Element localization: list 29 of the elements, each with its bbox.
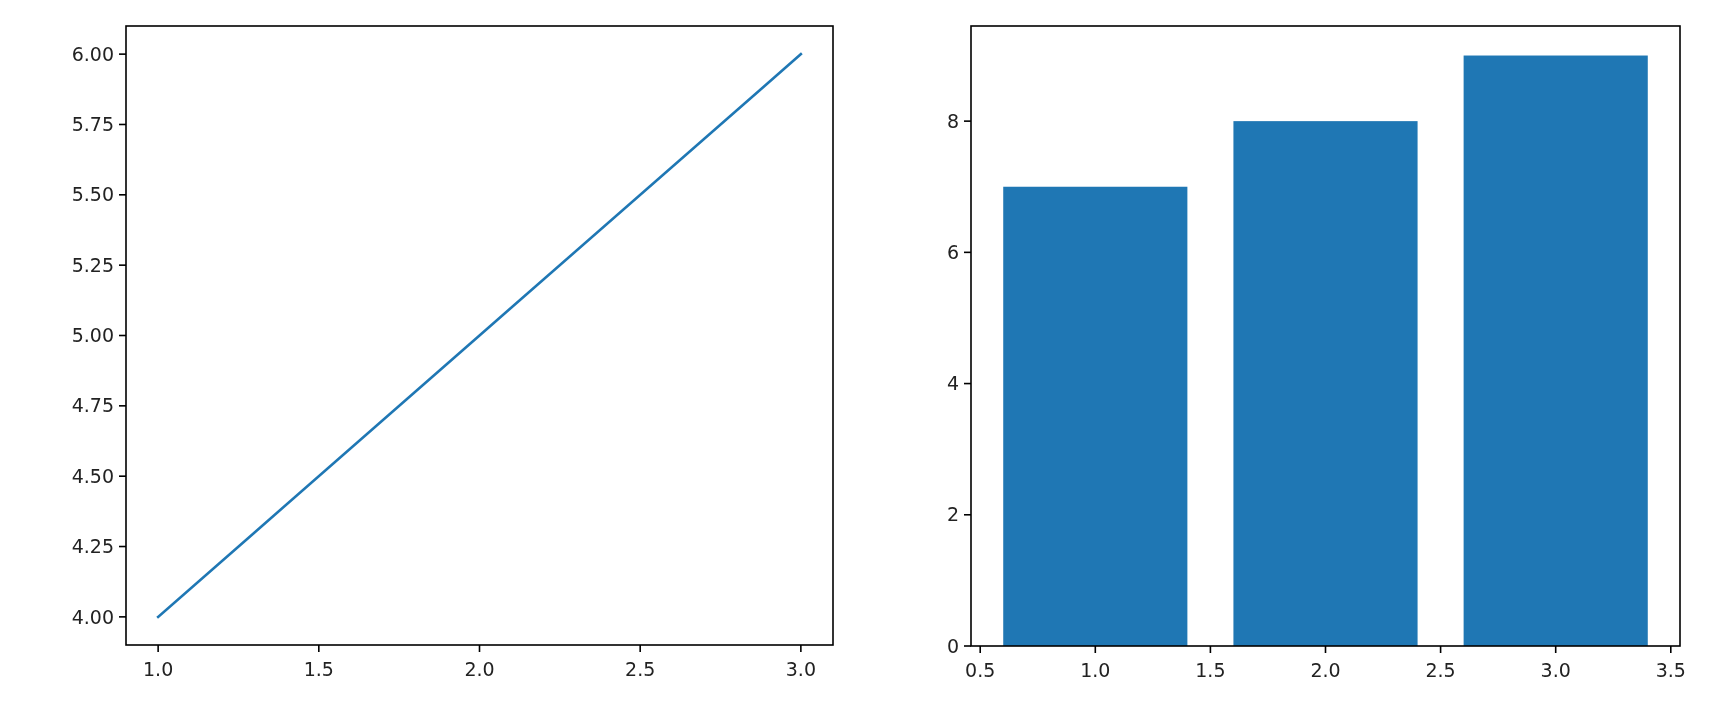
- x-tick-label: 1.5: [303, 658, 334, 680]
- bar: [1463, 55, 1648, 646]
- y-tick-label: 2: [946, 503, 959, 526]
- y-tick-label: 0: [946, 634, 959, 657]
- y-tick-label: 8: [946, 109, 959, 132]
- bar: [1003, 186, 1188, 646]
- x-tick-label: 3.5: [1655, 659, 1686, 681]
- y-tick-label: 5.00: [71, 324, 114, 347]
- y-tick-label: 5.50: [71, 183, 114, 206]
- x-tick-label: 3.0: [785, 658, 816, 680]
- y-tick-label: 4.00: [71, 605, 114, 628]
- y-tick-label: 6.00: [71, 42, 114, 65]
- x-tick-label: 2.5: [625, 658, 656, 680]
- x-tick-label: 1.0: [1080, 659, 1111, 681]
- y-tick-label: 5.25: [71, 253, 114, 276]
- y-tick-label: 6: [946, 241, 959, 263]
- y-tick-label: 4.25: [71, 535, 114, 558]
- y-tick-label: 4.50: [71, 464, 114, 487]
- x-tick-label: 1.5: [1195, 659, 1226, 681]
- bar: [1233, 121, 1418, 646]
- y-tick-label: 4.75: [71, 394, 114, 417]
- y-tick-label: 4: [946, 372, 959, 395]
- y-tick-label: 5.75: [71, 113, 114, 136]
- x-tick-label: 2.0: [464, 658, 495, 680]
- x-tick-label: 1.0: [143, 658, 174, 680]
- x-tick-label: 0.5: [965, 659, 996, 681]
- x-tick-label: 2.5: [1425, 659, 1456, 681]
- x-tick-label: 2.0: [1310, 659, 1341, 681]
- x-tick-label: 3.0: [1540, 659, 1571, 681]
